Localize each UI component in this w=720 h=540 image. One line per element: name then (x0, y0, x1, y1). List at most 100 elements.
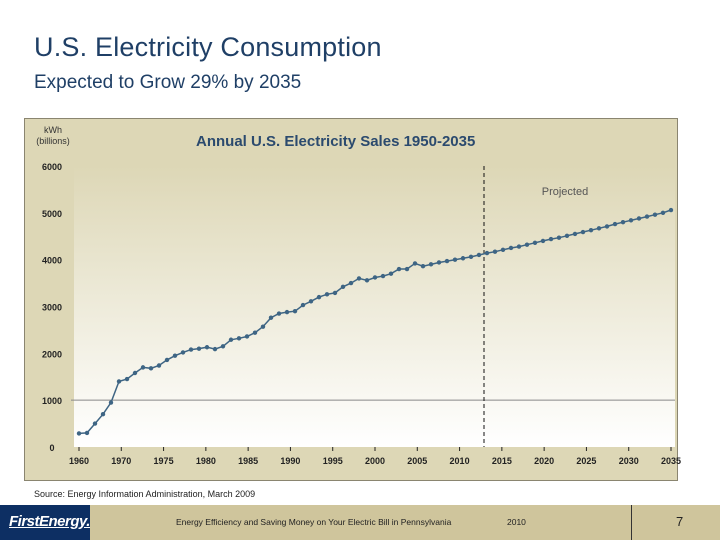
data-point (76, 431, 82, 436)
y-tick-label: 4000 (42, 256, 62, 266)
y-tick-label: 3000 (42, 303, 62, 313)
data-point (116, 379, 122, 384)
footer-divider (631, 505, 632, 540)
x-tick-label: 1990 (280, 456, 300, 466)
logo-box (0, 505, 90, 540)
x-tick-label: 1980 (196, 456, 216, 466)
data-point (508, 245, 514, 251)
data-point (244, 334, 250, 339)
data-point (572, 231, 578, 237)
source-note: Source: Energy Information Administratio… (34, 489, 256, 499)
data-point (604, 224, 610, 229)
y-tick-label: 2000 (42, 349, 62, 359)
slide-title: U.S. Electricity Consumption (34, 32, 382, 62)
data-point (172, 353, 178, 358)
data-point (588, 227, 594, 233)
data-point (164, 357, 170, 363)
data-point (564, 233, 570, 238)
data-point (444, 258, 450, 264)
x-tick-label: 1975 (154, 456, 174, 466)
data-point (652, 212, 658, 217)
data-point (292, 308, 298, 314)
data-point (660, 210, 666, 216)
data-point (396, 266, 402, 272)
data-point (84, 430, 90, 436)
data-point (532, 240, 538, 246)
data-point (268, 315, 274, 320)
y-unit-line-1: kWh (44, 125, 62, 135)
data-point (548, 236, 554, 242)
data-point (484, 250, 490, 256)
x-tick-label: 2010 (450, 456, 470, 466)
data-point (228, 337, 234, 342)
data-point (308, 299, 314, 304)
x-tick-label: 1995 (323, 456, 343, 466)
x-tick-label: 2030 (619, 456, 639, 466)
data-point (476, 252, 482, 258)
footer-presentation-title: Energy Efficiency and Saving Money on Yo… (176, 517, 452, 527)
data-point (284, 309, 290, 315)
data-point (196, 346, 202, 351)
data-point (340, 284, 346, 290)
data-point (92, 421, 98, 426)
data-point (140, 365, 146, 370)
data-point (500, 247, 506, 253)
data-point (404, 266, 410, 272)
y-tick-label: 5000 (42, 209, 62, 219)
data-point (324, 292, 330, 297)
plot-area (74, 166, 675, 447)
y-tick-label: 0 (49, 443, 54, 453)
chart-title: Annual U.S. Electricity Sales 1950-2035 (196, 133, 476, 150)
x-tick-label: 2020 (534, 456, 554, 466)
x-tick-label: 2005 (407, 456, 427, 466)
data-point (372, 275, 378, 280)
data-point (300, 302, 306, 308)
x-tick-label: 1970 (111, 456, 131, 466)
x-tick-label: 2000 (365, 456, 385, 466)
y-axis-unit-label: kWh (billions) (28, 125, 78, 147)
company-logo: FirstEnergy. (9, 513, 90, 530)
x-tick-label: 2035 (661, 456, 681, 466)
data-point (180, 350, 186, 355)
data-point (628, 218, 634, 223)
data-point (620, 220, 626, 225)
data-point (364, 278, 370, 283)
y-tick-label: 6000 (42, 162, 62, 172)
data-point (316, 294, 322, 300)
data-point (348, 280, 354, 286)
data-point (220, 344, 226, 349)
data-point (124, 376, 130, 382)
data-point (644, 214, 650, 219)
data-point (492, 249, 498, 254)
data-point (412, 261, 418, 266)
y-unit-line-2: (billions) (36, 136, 70, 146)
data-point (236, 336, 242, 341)
data-point (108, 400, 114, 405)
data-point (556, 235, 562, 240)
data-point (428, 262, 434, 267)
data-point (100, 412, 106, 417)
data-point (420, 264, 426, 269)
data-point (132, 370, 138, 376)
data-point (540, 238, 546, 244)
data-point (332, 290, 338, 296)
data-point (612, 221, 618, 227)
footer-year: 2010 (507, 517, 526, 527)
data-point (460, 256, 466, 261)
data-point (156, 363, 162, 368)
data-point (580, 229, 586, 235)
data-point (468, 254, 474, 260)
data-point (636, 216, 642, 221)
data-point (380, 273, 386, 279)
data-point (388, 271, 394, 276)
x-tick-label: 2025 (576, 456, 596, 466)
slide-subtitle: Expected to Grow 29% by 2035 (34, 72, 302, 93)
data-point (516, 244, 522, 249)
data-point (204, 345, 210, 350)
data-point (212, 346, 218, 352)
x-tick-label: 2015 (492, 456, 512, 466)
data-point (252, 330, 258, 335)
x-tick-label: 1960 (69, 456, 89, 466)
data-point (188, 347, 194, 352)
